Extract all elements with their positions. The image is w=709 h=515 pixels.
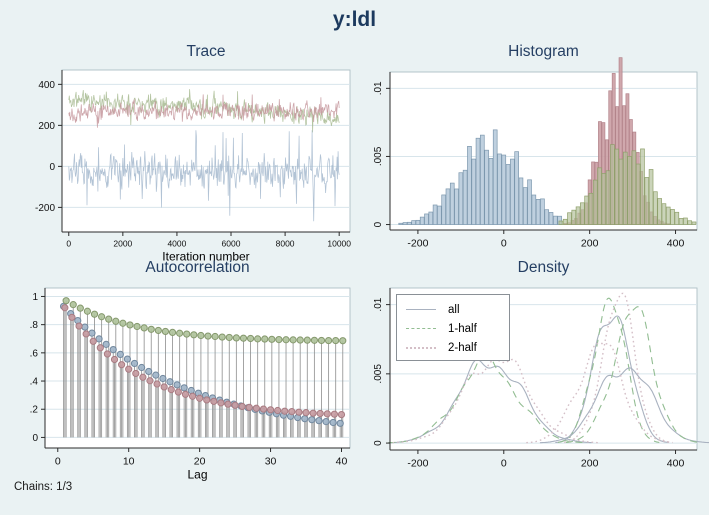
svg-text:-200: -200 xyxy=(407,458,428,470)
hist-chain3 xyxy=(558,144,697,225)
svg-text:.8: .8 xyxy=(30,320,39,331)
autocorrelation-panel: Autocorrelation 0 10 20 30 40 0 .2 .4 .6 .8 1 Lag xyxy=(12,258,357,482)
density-chain2-all xyxy=(555,315,669,444)
svg-text:400: 400 xyxy=(667,238,685,250)
density-panel: Density -200 0 200 400 0 .005 .01 xyxy=(358,258,709,480)
svg-text:20: 20 xyxy=(194,456,206,468)
acf-points-chain3 xyxy=(62,297,347,345)
hist-chain1 xyxy=(398,129,562,225)
svg-text:1: 1 xyxy=(32,292,38,303)
svg-text:10: 10 xyxy=(123,456,135,468)
x-tick-labels: -200 0 200 400 xyxy=(407,230,684,250)
svg-text:0: 0 xyxy=(373,221,384,227)
svg-text:0: 0 xyxy=(49,162,55,173)
histogram-panel: Histogram -200 0 200 400 0 .005 .01 xyxy=(358,42,705,262)
legend-item-1half: 1-half xyxy=(397,319,509,338)
histogram-title: Histogram xyxy=(508,43,579,60)
svg-text:.005: .005 xyxy=(373,364,384,384)
dashed-line-icon xyxy=(406,328,436,329)
svg-text:200: 200 xyxy=(581,458,599,470)
svg-text:.2: .2 xyxy=(30,405,39,416)
autocorrelation-xlabel: Lag xyxy=(187,468,207,482)
trace-xlabel: Iteration number xyxy=(162,250,249,264)
density-title: Density xyxy=(517,259,570,276)
svg-text:0: 0 xyxy=(373,440,384,446)
svg-text:0: 0 xyxy=(501,458,507,470)
svg-text:0: 0 xyxy=(66,239,71,249)
plot-region xyxy=(61,69,351,233)
svg-text:10000: 10000 xyxy=(327,239,351,249)
histogram-plot: -200 0 200 400 0 .005 .01 xyxy=(373,57,698,250)
svg-text:2000: 2000 xyxy=(113,239,132,249)
svg-text:30: 30 xyxy=(265,456,277,468)
trace-panel: Trace 0 2000 4000 6000 8000 10000 -200 0 200 400 It… xyxy=(12,42,357,264)
svg-text:.4: .4 xyxy=(30,377,39,388)
legend-label: 2-half xyxy=(448,341,477,354)
autocorrelation-plot: 0 10 20 30 40 0 .2 .4 .6 .8 1 Lag xyxy=(30,287,351,482)
legend-label: all xyxy=(448,303,460,316)
svg-text:8000: 8000 xyxy=(276,239,295,249)
y-tick-labels: 0 .2 .4 .6 .8 1 xyxy=(30,292,45,444)
legend-item-all: all xyxy=(397,300,509,319)
trace-chain2 xyxy=(68,94,340,128)
density-legend: all 1-half 2-half xyxy=(396,294,510,361)
chains-note: Chains: 1/3 xyxy=(14,481,73,493)
svg-text:.6: .6 xyxy=(30,348,39,359)
density-chain3-1half xyxy=(565,306,700,444)
svg-text:0: 0 xyxy=(32,433,38,444)
x-tick-labels: 0 2000 4000 6000 8000 10000 xyxy=(66,232,351,249)
density-chain2-1half xyxy=(557,297,660,443)
autocorrelation-title: Autocorrelation xyxy=(145,259,250,276)
svg-text:.01: .01 xyxy=(373,297,384,311)
svg-text:.01: .01 xyxy=(373,81,384,95)
trace-title: Trace xyxy=(186,43,226,60)
graph-title: y:ldl xyxy=(332,8,377,31)
density-plot: -200 0 200 400 0 .005 .01 xyxy=(373,287,709,470)
trace-plot: 0 2000 4000 6000 8000 10000 -200 0 200 400 Iterati… xyxy=(35,69,351,264)
svg-text:-200: -200 xyxy=(407,238,428,250)
x-tick-labels: 0 10 20 30 40 xyxy=(55,448,348,468)
svg-text:0: 0 xyxy=(55,456,61,468)
acf-stems xyxy=(63,300,344,438)
gridlines xyxy=(62,83,350,208)
svg-text:.005: .005 xyxy=(373,146,384,166)
dotted-line-icon xyxy=(406,346,436,349)
svg-text:200: 200 xyxy=(581,238,599,250)
y-tick-labels: 0 .005 .01 xyxy=(373,81,390,227)
legend-label: 1-half xyxy=(448,322,477,335)
svg-text:40: 40 xyxy=(336,456,348,468)
trace-chain1 xyxy=(68,130,340,222)
svg-text:400: 400 xyxy=(38,80,55,91)
svg-text:6000: 6000 xyxy=(222,239,241,249)
svg-text:-200: -200 xyxy=(35,203,55,214)
svg-text:200: 200 xyxy=(38,121,55,132)
svg-text:4000: 4000 xyxy=(167,239,186,249)
acf-points-chain2 xyxy=(61,304,346,419)
svg-text:400: 400 xyxy=(667,458,685,470)
trace-chain3 xyxy=(68,89,340,133)
y-tick-labels: -200 0 200 400 xyxy=(35,80,62,214)
svg-text:0: 0 xyxy=(501,238,507,250)
x-tick-labels: -200 0 200 400 xyxy=(407,450,684,470)
solid-line-icon xyxy=(406,309,436,310)
legend-item-2half: 2-half xyxy=(397,338,509,357)
density-chain1-all xyxy=(388,359,592,444)
y-tick-labels: 0 .005 .01 xyxy=(373,297,390,446)
